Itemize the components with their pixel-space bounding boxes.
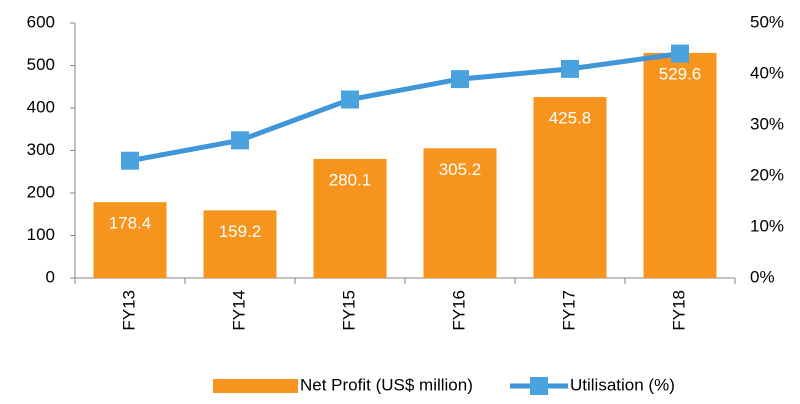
x-tick-label: FY16 <box>449 290 468 331</box>
line <box>129 51 681 164</box>
y-tick-label: 100 <box>27 225 55 244</box>
bar <box>93 202 167 278</box>
bar <box>643 52 717 278</box>
x-tick-label: FY14 <box>229 290 248 331</box>
line-marker <box>341 90 359 109</box>
line-marker <box>231 131 249 150</box>
y-tick-label: 600 <box>27 12 55 31</box>
bar <box>203 210 277 278</box>
y2-tick-label: 10% <box>750 216 784 235</box>
y-tick-label: 400 <box>27 97 55 116</box>
data-label: 280.1 <box>329 170 372 189</box>
y2-tick-label: 40% <box>750 63 784 82</box>
x-tick-label: FY18 <box>669 290 688 331</box>
line-marker <box>561 59 579 78</box>
y-tick-label: 500 <box>27 55 55 74</box>
bar <box>313 158 387 278</box>
line-marker <box>451 70 469 89</box>
line-marker <box>671 44 689 63</box>
x-tick-label: FY13 <box>119 290 138 331</box>
y2-tick-label: 0% <box>750 267 775 286</box>
y2-tick-label: 50% <box>750 12 784 31</box>
y-tick-label: 0 <box>46 267 55 286</box>
legend-swatch <box>213 379 298 393</box>
line-marker <box>121 151 139 170</box>
data-label: 529.6 <box>659 64 702 83</box>
bar <box>533 97 607 278</box>
data-label: 305.2 <box>439 160 482 179</box>
x-tick-label: FY17 <box>559 290 578 331</box>
legend-swatch <box>530 377 548 395</box>
y2-tick-label: 20% <box>750 165 784 184</box>
y2-tick-label: 30% <box>750 114 784 133</box>
y-tick-label: 300 <box>27 140 55 159</box>
data-label: 159.2 <box>219 222 262 241</box>
data-label: 425.8 <box>549 109 592 128</box>
bar <box>423 148 497 278</box>
legend-label: Utilisation (%) <box>570 375 675 394</box>
data-label: 178.4 <box>109 214 152 233</box>
legend-label: Net Profit (US$ million) <box>300 375 473 394</box>
x-tick-label: FY15 <box>339 290 358 331</box>
y-tick-label: 200 <box>27 182 55 201</box>
